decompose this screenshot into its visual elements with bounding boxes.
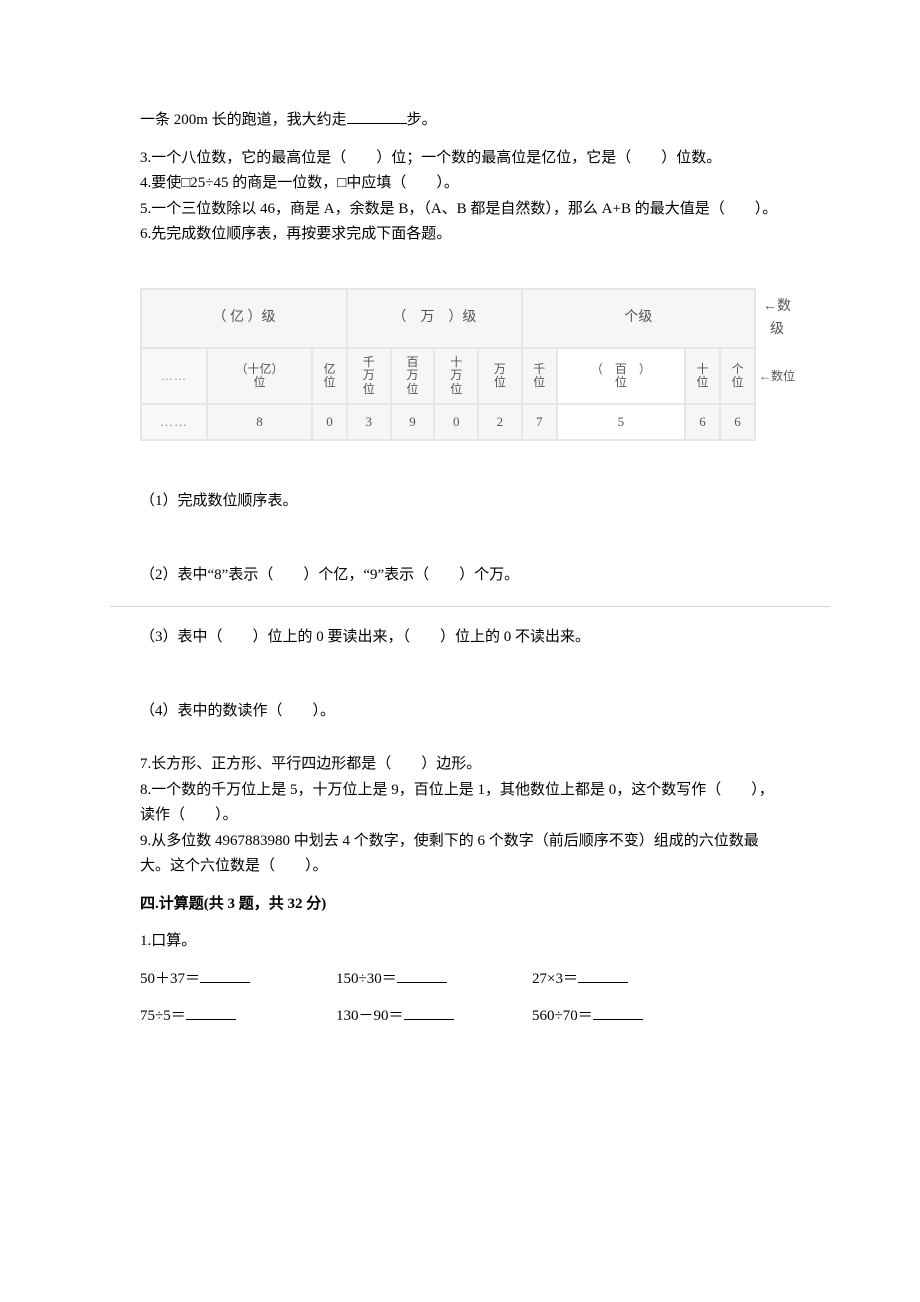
place-qianwan: 千万位 <box>347 348 391 404</box>
place-shiyi-top: （十亿） <box>235 362 283 376</box>
q-intro-text-a: 一条 200m 长的跑道，我大约走 <box>140 112 347 128</box>
section4-title: 四.计算题(共 3 题，共 32 分) <box>140 892 780 918</box>
spacer <box>140 515 780 563</box>
place-shiwan-text: 十万位 <box>450 356 462 396</box>
digit-8: 5 <box>557 404 685 440</box>
level-ge: 个级 <box>522 289 755 349</box>
blank-steps <box>347 108 407 124</box>
calc-2c: 560÷70＝ <box>532 1004 692 1030</box>
calc-2b-text: 130－90＝ <box>336 1008 404 1024</box>
faint-rule <box>110 606 830 607</box>
place-baiwan-text: 百万位 <box>406 356 418 396</box>
q4: 4.要使□25÷45 的商是一位数，□中应填（ ）。 <box>140 171 780 197</box>
q5: 5.一个三位数除以 46，商是 A，余数是 B，（A、B 都是自然数），那么 A… <box>140 197 780 223</box>
q-intro-text-b: 步。 <box>407 112 437 128</box>
q6-s4: （4）表中的数读作（ ）。 <box>140 699 780 725</box>
digit-7: 7 <box>522 404 557 440</box>
spacer <box>140 955 780 967</box>
level-wan: （ 万 ）级 <box>347 289 522 349</box>
blank-1a <box>200 967 250 983</box>
place-bai: （ 百 ） 位 <box>557 348 685 404</box>
calc-1a: 50＋37＝ <box>140 967 300 993</box>
calc-1b-text: 150÷30＝ <box>336 971 397 987</box>
digit-2: 0 <box>312 404 347 440</box>
calc-1c-text: 27×3＝ <box>532 971 578 987</box>
calc-1b: 150÷30＝ <box>336 967 496 993</box>
page: 一条 200m 长的跑道，我大约走 步。 3.一个八位数，它的最高位是（ ）位；一… <box>0 0 920 1090</box>
digit-6: 2 <box>478 404 522 440</box>
place-shi: 十位 <box>685 348 720 404</box>
place-yi-text: 亿位 <box>323 363 335 389</box>
q-intro-line: 一条 200m 长的跑道，我大约走 步。 <box>140 108 780 134</box>
digit-10: 6 <box>720 404 755 440</box>
place-baiwan: 百万位 <box>391 348 435 404</box>
q9: 9.从多位数 4967883980 中划去 4 个数字，使剩下的 6 个数字（前… <box>140 829 780 880</box>
calc-row-2: 75÷5＝ 130－90＝ 560÷70＝ <box>140 1004 780 1030</box>
digit-9: 6 <box>685 404 720 440</box>
place-bai-stack: （ 百 ） 位 <box>591 363 651 389</box>
place-shiyi-bot: 位 <box>253 375 265 389</box>
spacer <box>140 992 780 1004</box>
digit-1: 8 <box>207 404 312 440</box>
spacer <box>140 724 780 752</box>
calc-row-1: 50＋37＝ 150÷30＝ 27×3＝ <box>140 967 780 993</box>
place-bai-bot: 位 <box>615 375 627 389</box>
place-shi-text: 十位 <box>696 363 708 389</box>
place-ge: 个位 <box>720 348 755 404</box>
level-yi: （ 亿 ）级 <box>141 289 347 349</box>
blank-2c <box>593 1004 643 1020</box>
place-qian: 千位 <box>522 348 557 404</box>
calc-2c-text: 560÷70＝ <box>532 1008 593 1024</box>
table-row-level: （ 亿 ）级 （ 万 ）级 个级 ←数级 <box>141 289 799 349</box>
digit-4: 9 <box>391 404 435 440</box>
calc1-title: 1.口算。 <box>140 929 780 955</box>
digit-5: 0 <box>434 404 478 440</box>
q6-s2: （2）表中“8”表示（ ）个亿，“9”表示（ ）个万。 <box>140 563 780 589</box>
calc-2b: 130－90＝ <box>336 1004 496 1030</box>
digit-label <box>755 404 799 440</box>
blank-2a <box>186 1004 236 1020</box>
spacer <box>140 917 780 929</box>
place-value-table: （ 亿 ）级 （ 万 ）级 个级 ←数级 …… （十亿） 位 亿位 千万位 百万… <box>140 288 800 442</box>
q6-s1: （1）完成数位顺序表。 <box>140 489 780 515</box>
q7: 7.长方形、正方形、平行四边形都是（ ）边形。 <box>140 752 780 778</box>
blank-1c <box>578 967 628 983</box>
place-ge-text: 个位 <box>731 363 743 389</box>
place-shiwan: 十万位 <box>434 348 478 404</box>
spacer <box>140 441 780 489</box>
spacer <box>140 651 780 699</box>
q3: 3.一个八位数，它的最高位是（ ）位；一个数的最高位是亿位，它是（ ）位数。 <box>140 146 780 172</box>
level-label: ←数级 <box>755 289 799 349</box>
place-shiyi-stack: （十亿） 位 <box>235 363 283 389</box>
spacer <box>140 248 780 276</box>
q6-intro: 6.先完成数位顺序表，再按要求完成下面各题。 <box>140 222 780 248</box>
spacer <box>140 880 780 892</box>
place-wan-text: 万位 <box>494 363 506 389</box>
calc-1c: 27×3＝ <box>532 967 692 993</box>
q6-s3: （3）表中（ ）位上的 0 要读出来，（ ）位上的 0 不读出来。 <box>140 625 780 651</box>
blank-1b <box>397 967 447 983</box>
q8: 8.一个数的千万位上是 5，十万位上是 9，百位上是 1，其他数位上都是 0，这… <box>140 778 780 829</box>
calc-2a: 75÷5＝ <box>140 1004 300 1030</box>
place-wan: 万位 <box>478 348 522 404</box>
table-row-digits: …… 8 0 3 9 0 2 7 5 6 6 <box>141 404 799 440</box>
calc-1a-text: 50＋37＝ <box>140 971 200 987</box>
place-qianwan-text: 千万位 <box>363 356 375 396</box>
place-ellipsis: …… <box>141 348 207 404</box>
place-bai-top: （ 百 ） <box>591 362 651 376</box>
place-qian-text: 千位 <box>533 363 545 389</box>
place-shiyi: （十亿） 位 <box>207 348 312 404</box>
digit-3: 3 <box>347 404 391 440</box>
digit-ellipsis: …… <box>141 404 207 440</box>
place-yi: 亿位 <box>312 348 347 404</box>
place-label: ←数位 <box>755 348 799 404</box>
table-row-place: …… （十亿） 位 亿位 千万位 百万位 十万位 万位 千位 （ 百 ） 位 十… <box>141 348 799 404</box>
calc-2a-text: 75÷5＝ <box>140 1008 186 1024</box>
spacer <box>140 134 780 146</box>
blank-2b <box>404 1004 454 1020</box>
